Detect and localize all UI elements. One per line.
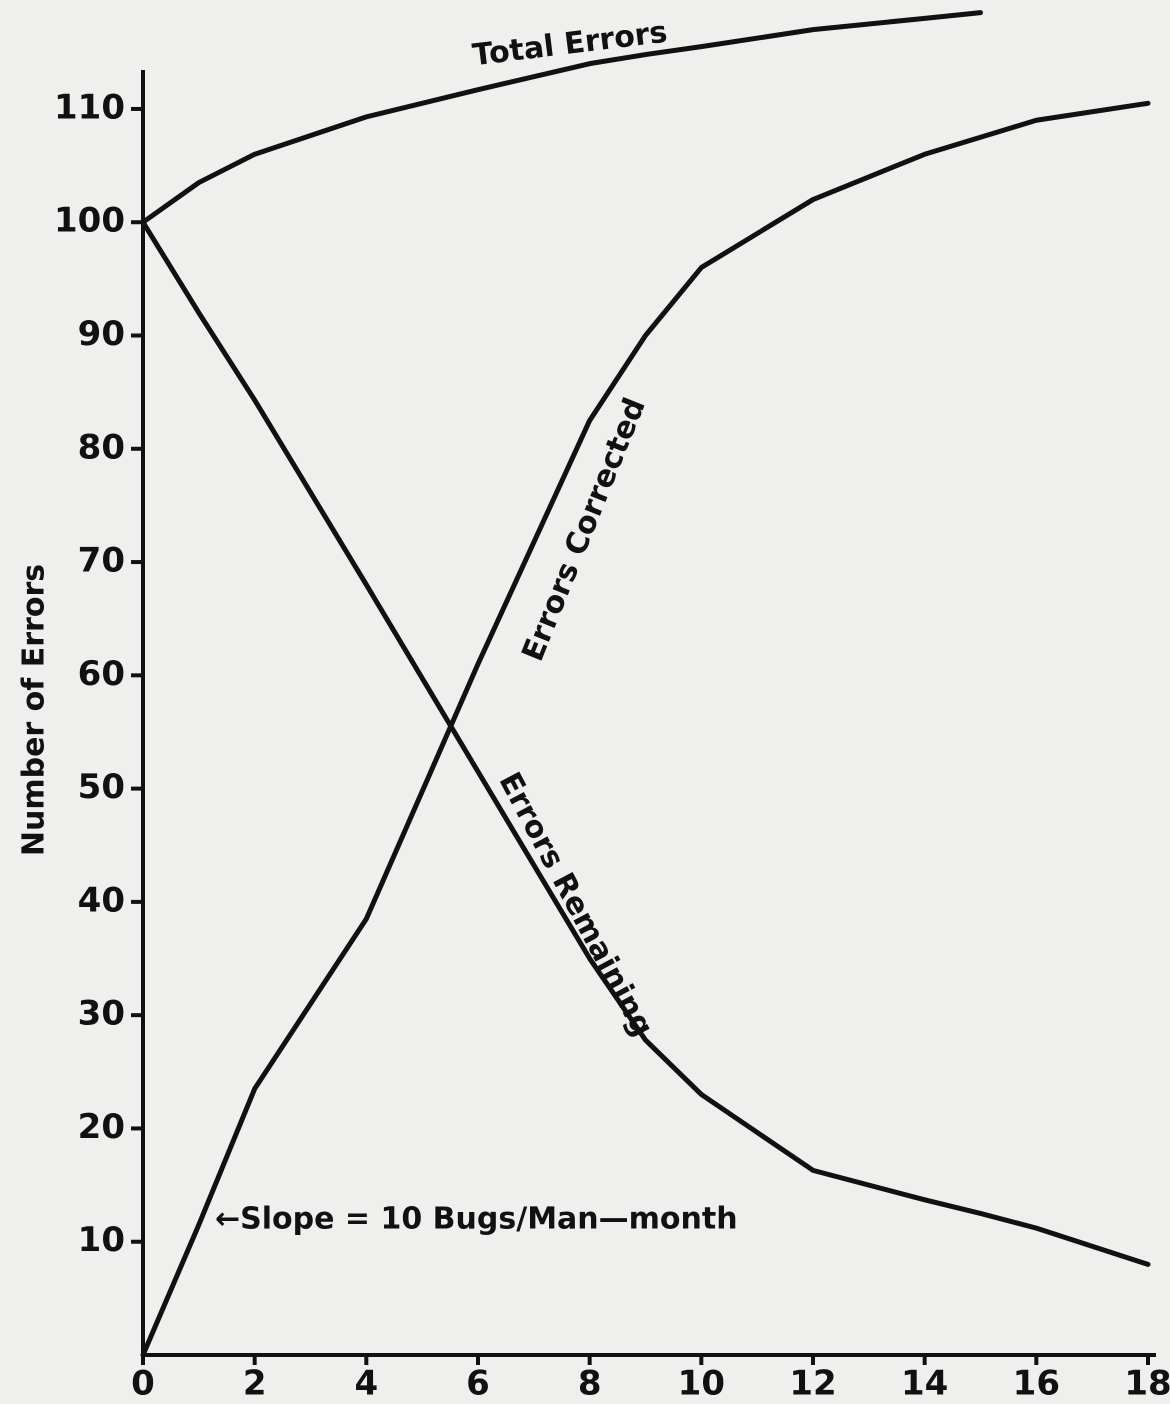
series-label: Total Errors <box>471 15 670 74</box>
x-tick-label: 16 <box>1013 1364 1060 1404</box>
y-tick-label: 110 <box>54 87 125 127</box>
y-tick-label: 20 <box>78 1107 125 1147</box>
y-tick-label: 70 <box>78 541 125 581</box>
x-tick-label: 2 <box>243 1364 267 1404</box>
y-tick-label: 90 <box>78 314 125 354</box>
x-tick-label: 4 <box>354 1364 378 1404</box>
series-line <box>140 219 1151 1267</box>
y-axis-label: Number of Errors <box>17 564 52 856</box>
x-tick-label: 18 <box>1124 1364 1170 1404</box>
y-tick-label: 100 <box>54 201 125 241</box>
series-line <box>140 100 1151 1358</box>
y-tick-label: 50 <box>78 767 125 807</box>
x-tick-label: 10 <box>678 1364 725 1404</box>
x-tick-label: 0 <box>131 1364 155 1404</box>
y-tick-label: 30 <box>78 994 125 1034</box>
y-tick-label: 60 <box>78 654 125 694</box>
annotation: ←Slope = 10 Bugs/Man—month <box>215 1202 738 1237</box>
x-tick-label: 14 <box>901 1364 948 1404</box>
series-label: Errors Remaining <box>492 767 661 1043</box>
x-tick-label: 6 <box>466 1364 490 1404</box>
x-tick-label: 8 <box>578 1364 602 1404</box>
x-tick-label: 12 <box>789 1364 836 1404</box>
y-tick-label: 10 <box>78 1220 125 1260</box>
y-tick-label: 40 <box>78 880 125 920</box>
series-line <box>140 10 983 225</box>
y-tick-label: 80 <box>78 427 125 467</box>
